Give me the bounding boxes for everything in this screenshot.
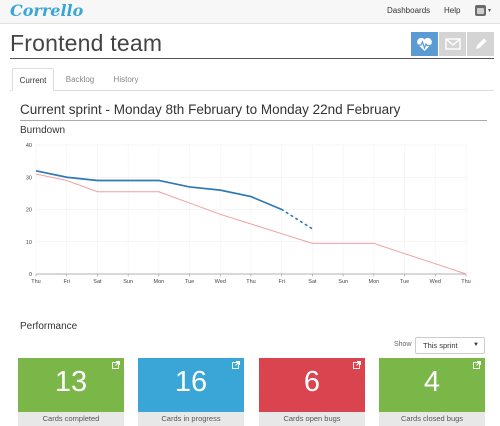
card-value: 6: [303, 366, 321, 398]
x-tick-label: Wed: [215, 279, 226, 285]
card-open-bugs[interactable]: 6: [259, 358, 365, 412]
card-closed-bugs[interactable]: 4: [379, 358, 485, 412]
x-tick-label: Thu: [461, 279, 470, 285]
health-button[interactable]: [411, 32, 438, 56]
x-tick-label: Fri: [64, 279, 70, 285]
user-menu-caret-icon[interactable]: ▾: [488, 8, 492, 14]
x-tick-label: Sun: [123, 279, 133, 285]
y-tick-label: 0: [29, 272, 32, 278]
pencil-icon: [475, 38, 486, 49]
card-label: Cards open bugs: [259, 412, 365, 426]
y-tick-label: 10: [26, 240, 32, 246]
x-tick-label: Sat: [308, 279, 317, 285]
series-line-ideal: [35, 173, 467, 275]
nav-dashboards-link[interactable]: Dashboards: [387, 6, 431, 15]
burndown-heading: Burndown: [20, 125, 66, 136]
period-select[interactable]: This sprint ▼: [415, 337, 485, 354]
user-avatar[interactable]: [475, 5, 486, 16]
edit-button[interactable]: [467, 32, 494, 56]
y-tick-label: 20: [26, 208, 32, 214]
x-tick-label: Thu: [246, 279, 255, 285]
x-tick-label: Sun: [338, 279, 348, 285]
card-label: Cards in progress: [138, 412, 244, 426]
tab-current[interactable]: Current: [12, 68, 54, 91]
envelope-icon: [444, 38, 461, 50]
x-tick-label: Tue: [400, 279, 409, 285]
sprint-tabs: Current Backlog History: [10, 68, 494, 91]
chevron-down-icon: ▼: [473, 342, 479, 348]
x-tick-label: Fri: [279, 279, 285, 285]
card-value: 4: [423, 366, 441, 398]
x-tick-label: Wed: [430, 279, 441, 285]
external-link-icon[interactable]: [232, 361, 240, 369]
email-button[interactable]: [439, 32, 466, 56]
y-tick-label: 30: [26, 175, 32, 181]
period-select-value: This sprint: [423, 341, 458, 350]
card-value: 16: [174, 366, 208, 398]
sprint-divider: [20, 120, 487, 121]
heart-pulse-icon: [417, 37, 432, 51]
tab-backlog[interactable]: Backlog: [65, 75, 95, 84]
x-tick-label: Sat: [93, 279, 102, 285]
card-label: Cards closed bugs: [379, 412, 485, 426]
x-tick-label: Mon: [154, 279, 165, 285]
page-title: Frontend team: [10, 30, 163, 56]
performance-heading: Performance: [20, 321, 78, 332]
card-value: 13: [54, 366, 88, 398]
series-line-projection: [280, 208, 314, 230]
card-label: Cards completed: [18, 412, 124, 426]
burndown-chart: 0 10 20 30 40 Thu Fri Sat Sun Mon Tue Wed Thu Fri Sat S…: [26, 143, 471, 285]
external-link-icon[interactable]: [473, 361, 481, 369]
title-divider: [10, 58, 494, 59]
show-label: Show: [394, 341, 412, 348]
external-link-icon[interactable]: [353, 361, 361, 369]
series-line-actual: [35, 169, 283, 211]
x-tick-label: Tue: [185, 279, 194, 285]
sprint-heading: Current sprint - Monday 8th February to …: [20, 102, 401, 117]
card-completed[interactable]: 13: [18, 358, 124, 412]
external-link-icon[interactable]: [112, 361, 120, 369]
top-bar: Corrello Dashboards Help ▾: [0, 0, 500, 24]
x-tick-label: Thu: [31, 279, 40, 285]
card-in-progress[interactable]: 16: [138, 358, 244, 412]
x-tick-label: Mon: [369, 279, 380, 285]
app-logo[interactable]: Corrello: [10, 1, 84, 20]
y-tick-label: 40: [26, 143, 32, 149]
nav-help-link[interactable]: Help: [444, 6, 461, 15]
tab-history[interactable]: History: [113, 75, 139, 84]
